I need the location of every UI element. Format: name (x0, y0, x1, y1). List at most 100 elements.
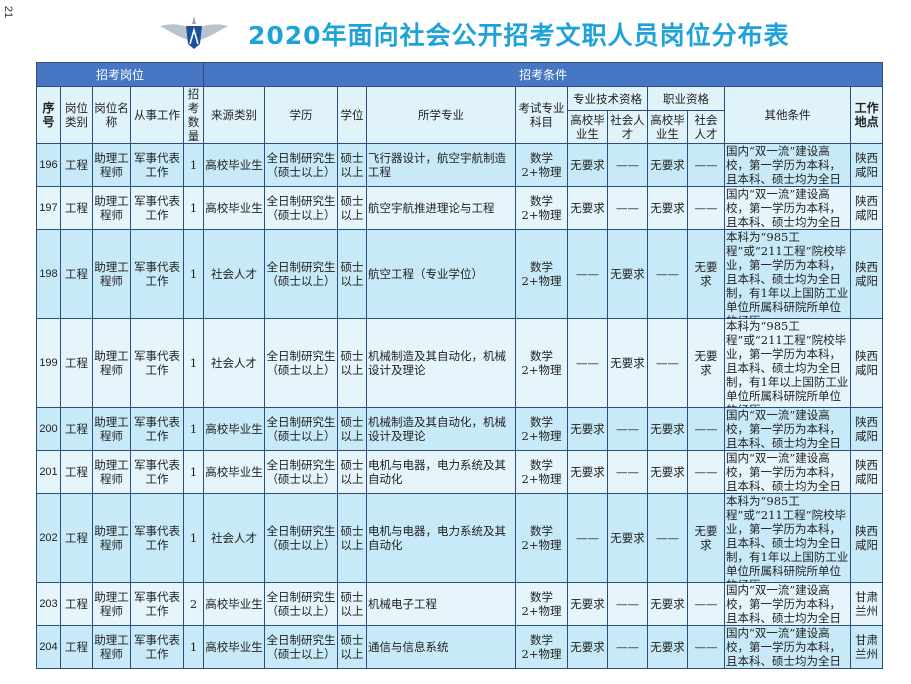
page-number: 21 (2, 5, 15, 19)
cell-degree: 硕士以上 (337, 229, 367, 319)
cell-seq: 200 (36, 407, 61, 451)
cell-work: 军事代表工作 (130, 450, 184, 494)
cell-major: 航空工程（专业学位） (366, 229, 516, 319)
col-location: 工作地点 (849, 86, 884, 144)
cell-work: 军事代表工作 (130, 186, 184, 230)
col-source: 来源类别 (203, 86, 265, 144)
cell-type: 工程 (60, 229, 93, 319)
cell-type: 工程 (60, 318, 93, 408)
cell-exam: 数学2+物理 (515, 407, 568, 451)
table-row: 202 工程 助理工程师 军事代表工作 1 社会人才 全日制研究生（硕士以上） 硕士以上 电机与… (36, 493, 884, 583)
cell-source: 高校毕业生 (203, 450, 265, 494)
cell-other: 国内“双一流”建设高校，第一学历为本科，且本科、硕士均为全日制 (724, 407, 851, 451)
table-row: 204 工程 助理工程师 军事代表工作 1 高校毕业生 全日制研究生（硕士以上） 硕士以上 通信… (36, 625, 884, 669)
cell-work: 军事代表工作 (130, 625, 184, 669)
cell-source: 高校毕业生 (203, 186, 265, 230)
col-post-type: 岗位类别 (60, 86, 93, 144)
cell-name: 助理工程师 (92, 318, 131, 408)
table-row: 203 工程 助理工程师 军事代表工作 2 高校毕业生 全日制研究生（硕士以上） 硕士以上 机械… (36, 582, 884, 626)
col-job-social: 社会人才 (687, 110, 725, 144)
cell-work: 军事代表工作 (130, 493, 184, 583)
cell-work: 军事代表工作 (130, 229, 184, 319)
col-exam: 考试专业科目 (515, 86, 568, 144)
col-post-name: 岗位名称 (92, 86, 131, 144)
cell-t2: 无要求 (607, 318, 648, 408)
cell-edu: 全日制研究生（硕士以上） (264, 318, 338, 408)
cell-j2: —— (687, 582, 725, 626)
other-conditions-text: 本科为“985工程”或“211工程”院校毕业，第一学历为本科，且本科、硕士均为全… (726, 494, 849, 582)
cell-t1: —— (567, 493, 608, 583)
cell-work: 军事代表工作 (130, 318, 184, 408)
cell-count: 1 (183, 186, 204, 230)
other-conditions-text: 国内“双一流”建设高校，第一学历为本科，且本科、硕士均为全日制 (726, 187, 841, 229)
cell-exam: 数学2+物理 (515, 582, 568, 626)
cell-count: 2 (183, 582, 204, 626)
group-header-conditions: 招考条件 (202, 62, 884, 87)
cell-source: 高校毕业生 (203, 143, 265, 187)
cell-degree: 硕士以上 (337, 407, 367, 451)
cell-j2: —— (687, 143, 725, 187)
cell-major: 机械电子工程 (366, 582, 516, 626)
emblem-logo (160, 16, 228, 49)
table-row: 196 工程 助理工程师 军事代表工作 1 高校毕业生 全日制研究生（硕士以上） 硕士以上 飞行… (36, 143, 884, 187)
cell-other: 本科为“985工程”或“211工程”院校毕业，第一学历为本科，且本科、硕士均为全… (724, 318, 851, 408)
cell-j1: —— (647, 229, 688, 319)
cell-loc: 陕西咸阳 (849, 407, 884, 451)
cell-j2: 无要求 (687, 229, 725, 319)
cell-seq: 202 (36, 493, 61, 583)
group-header-post: 招考岗位 (36, 62, 204, 87)
cell-source: 社会人才 (203, 493, 265, 583)
table-row: 199 工程 助理工程师 军事代表工作 1 社会人才 全日制研究生（硕士以上） 硕士以上 机械制… (36, 318, 884, 408)
cell-count: 1 (183, 318, 204, 408)
table-row: 201 工程 助理工程师 军事代表工作 1 高校毕业生 全日制研究生（硕士以上） 硕士以上 电机… (36, 450, 884, 494)
cell-source: 高校毕业生 (203, 582, 265, 626)
cell-j2: 无要求 (687, 318, 725, 408)
other-conditions-text: 本科为“985工程”或“211工程”院校毕业，第一学历为本科，且本科、硕士均为全… (726, 230, 849, 318)
col-tech-qual: 专业技术资格 (567, 85, 648, 112)
cell-degree: 硕士以上 (337, 625, 367, 669)
cell-count: 1 (183, 493, 204, 583)
cell-loc: 陕西咸阳 (849, 318, 884, 408)
cell-seq: 197 (36, 186, 61, 230)
cell-loc: 陕西咸阳 (849, 143, 884, 187)
cell-edu: 全日制研究生（硕士以上） (264, 450, 338, 494)
cell-seq: 198 (36, 229, 61, 319)
cell-t1: 无要求 (567, 186, 608, 230)
cell-other: 国内“双一流”建设高校，第一学历为本科，且本科、硕士均为全日制 (724, 186, 851, 230)
other-conditions-text: 国内“双一流”建设高校，第一学历为本科，且本科、硕士均为全日制 (726, 626, 841, 668)
table-row: 200 工程 助理工程师 军事代表工作 1 高校毕业生 全日制研究生（硕士以上） 硕士以上 机械… (36, 407, 884, 451)
cell-exam: 数学2+物理 (515, 186, 568, 230)
cell-other: 本科为“985工程”或“211工程”院校毕业，第一学历为本科，且本科、硕士均为全… (724, 229, 851, 319)
cell-name: 助理工程师 (92, 625, 131, 669)
cell-name: 助理工程师 (92, 229, 131, 319)
cell-t2: —— (607, 407, 648, 451)
cell-degree: 硕士以上 (337, 318, 367, 408)
cell-name: 助理工程师 (92, 407, 131, 451)
other-conditions-text: 国内“双一流”建设高校，第一学历为本科，且本科、硕士均为全日制 (726, 583, 841, 625)
cell-exam: 数学2+物理 (515, 143, 568, 187)
cell-loc: 陕西咸阳 (849, 493, 884, 583)
col-major: 所学专业 (366, 86, 516, 144)
cell-major: 机械制造及其自动化，机械设计及理论 (366, 407, 516, 451)
cell-edu: 全日制研究生（硕士以上） (264, 229, 338, 319)
cell-degree: 硕士以上 (337, 493, 367, 583)
cell-major: 通信与信息系统 (366, 625, 516, 669)
cell-major: 机械制造及其自动化，机械设计及理论 (366, 318, 516, 408)
cell-t1: 无要求 (567, 582, 608, 626)
cell-j1: 无要求 (647, 582, 688, 626)
cell-seq: 196 (36, 143, 61, 187)
cell-major: 电机与电器，电力系统及其自动化 (366, 493, 516, 583)
cell-degree: 硕士以上 (337, 450, 367, 494)
cell-major: 航空宇航推进理论与工程 (366, 186, 516, 230)
cell-j2: 无要求 (687, 493, 725, 583)
cell-t1: —— (567, 318, 608, 408)
cell-edu: 全日制研究生（硕士以上） (264, 493, 338, 583)
cell-name: 助理工程师 (92, 143, 131, 187)
cell-j2: —— (687, 625, 725, 669)
cell-exam: 数学2+物理 (515, 229, 568, 319)
cell-t1: 无要求 (567, 143, 608, 187)
cell-degree: 硕士以上 (337, 582, 367, 626)
cell-type: 工程 (60, 493, 93, 583)
col-tech-grad: 高校毕业生 (567, 110, 608, 144)
other-conditions-text: 国内“双一流”建设高校，第一学历为本科，且本科、硕士均为全日制 (726, 144, 841, 186)
